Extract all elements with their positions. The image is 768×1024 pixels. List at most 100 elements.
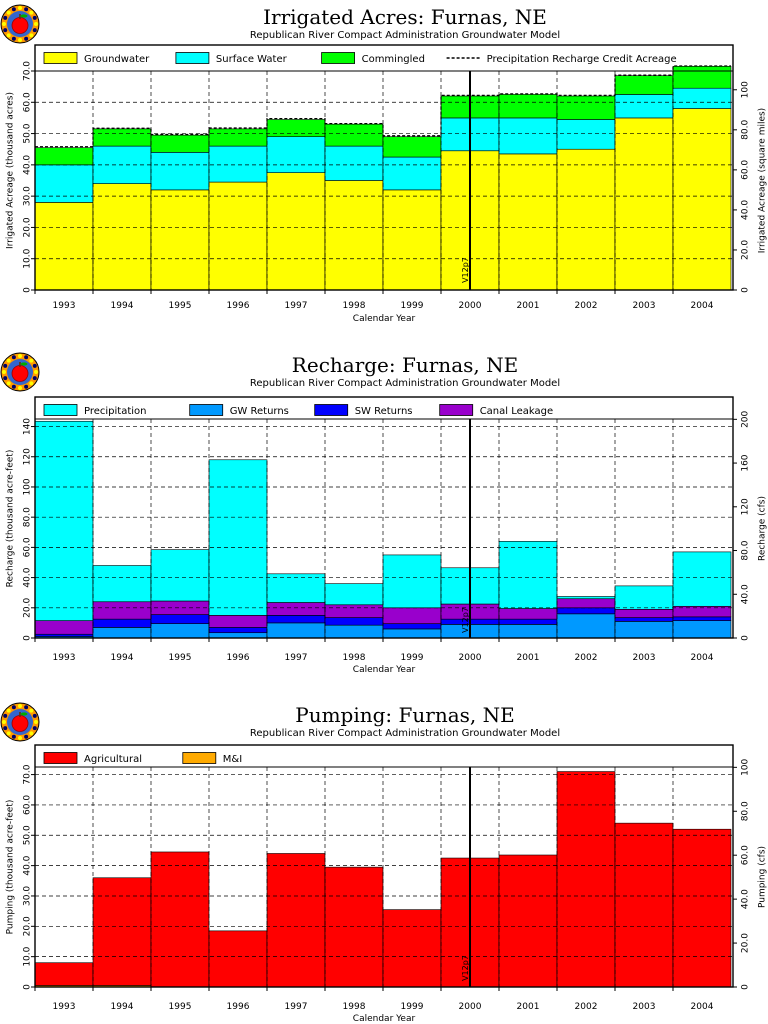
x-tick-label: 2002 <box>575 301 598 311</box>
bar-precipitation-1998 <box>324 583 384 606</box>
y-tick-label: 140 <box>23 418 33 435</box>
legend-swatch-gw-returns <box>189 404 224 416</box>
logo-bead <box>29 731 34 736</box>
y2-tick-label: 40.0 <box>741 584 751 604</box>
chart-subtitle: Republican River Compact Administration … <box>250 728 560 739</box>
bar-sw-returns-1999 <box>382 623 442 630</box>
logo-bead <box>18 38 22 42</box>
bar-sw-returns-1993 <box>34 633 94 637</box>
bar-commingled-1997 <box>266 119 326 138</box>
logo-bead <box>18 6 22 10</box>
x-tick-label: 1997 <box>285 653 308 663</box>
x-axis: 1993 1994 1995 1996 1997 1998 1999 2000 2001 2002… <box>34 290 714 324</box>
y-tick-label: 0 <box>23 984 33 990</box>
x-tick-label: 1996 <box>227 301 250 311</box>
legend-label: SW Returns <box>355 406 413 417</box>
bar-groundwater-2001 <box>498 153 558 291</box>
chart-title: Irrigated Acres: Furnas, NE <box>263 5 547 29</box>
y-tick-label: 10.0 <box>23 248 33 268</box>
bar-gw-returns-2001 <box>498 624 558 639</box>
x-tick-label: 1996 <box>227 1002 250 1012</box>
logo-bead <box>3 363 8 368</box>
y-tick-label: 0 <box>23 635 33 641</box>
x-tick-label: 2002 <box>575 1002 598 1012</box>
x-tick-label: 2004 <box>691 1002 714 1012</box>
logo-apple <box>11 365 29 382</box>
y2-tick-label: 0 <box>741 984 751 990</box>
legend-swatch-sw-returns <box>314 404 349 416</box>
logo-stem <box>19 712 21 717</box>
bar-gw-returns-2003 <box>614 621 674 639</box>
logo-bead <box>24 384 29 389</box>
bar-sw-returns-1995 <box>150 614 210 624</box>
y2-tick-label: 60.0 <box>741 160 751 180</box>
logo-bead <box>6 708 11 713</box>
x-axis-label: Calendar Year <box>353 314 416 324</box>
bar-precipitation-1993 <box>34 420 94 621</box>
logo-bead <box>6 10 11 15</box>
y2-tick-label: 80.0 <box>741 540 751 560</box>
bar-commingled-1998 <box>324 123 384 147</box>
x-tick-label: 2001 <box>517 1002 540 1012</box>
legend: Precipitation GW Returns SW Returns Canal L… <box>43 404 553 417</box>
x-axis: 1993 1994 1995 1996 1997 1998 1999 2000 2001 2002… <box>34 638 714 675</box>
y2-tick-label: 40.0 <box>741 889 751 909</box>
y-tick-label: 30.0 <box>23 186 33 206</box>
legend: Agricultural M&I <box>43 752 242 765</box>
bar-groundwater-1995 <box>150 189 210 291</box>
y2-tick-label: 80.0 <box>741 801 751 821</box>
y2-axis-label: Recharge (cfs) <box>758 496 768 561</box>
bar-precipitation-2003 <box>614 585 674 610</box>
bar-sw-returns-2003 <box>614 617 674 622</box>
bar-groundwater-1994 <box>92 183 152 291</box>
legend: Groundwater Surface Water Commingled Precip… <box>43 52 677 65</box>
bar-agricultural-1998 <box>324 866 384 988</box>
y2-tick-label: 120 <box>741 498 751 515</box>
x-tick-label: 1996 <box>227 653 250 663</box>
chart-title: Recharge: Furnas, NE <box>292 353 518 377</box>
y-axis-right: 0 20.0 40.0 60.0 80.0 100 Pumping (cfs) <box>733 758 768 990</box>
y2-tick-label: 0 <box>741 287 751 293</box>
chart-subtitle: Republican River Compact Administration … <box>250 30 560 41</box>
x-tick-label: 1994 <box>111 653 134 663</box>
bar-precipitation-1999 <box>382 554 442 609</box>
logo-bead <box>2 370 6 374</box>
bar-groundwater-1998 <box>324 180 384 291</box>
y-tick-label: 40.0 <box>23 567 33 587</box>
y-tick-label: 20.0 <box>23 217 33 237</box>
x-tick-label: 2000 <box>459 653 482 663</box>
x-tick-label: 2002 <box>575 653 598 663</box>
y-tick-label: 70.0 <box>23 61 33 81</box>
x-tick-label: 2000 <box>459 1002 482 1012</box>
legend-swatch-m-i <box>182 752 217 764</box>
bar-surface-water-1993 <box>34 164 94 203</box>
bar-canal-leakage-1999 <box>382 607 442 624</box>
y-tick-label: 10.0 <box>23 946 33 966</box>
bar-groundwater-1997 <box>266 172 326 291</box>
x-tick-label: 1999 <box>401 301 424 311</box>
bar-surface-water-1995 <box>150 152 210 191</box>
logo-bead <box>29 358 34 363</box>
bar-sw-returns-1994 <box>92 618 152 628</box>
logo-bead <box>32 15 37 20</box>
logo-bead <box>3 726 8 731</box>
logo-bead <box>29 708 34 713</box>
bar-agricultural-2004 <box>672 828 732 988</box>
x-axis: 1993 1994 1995 1996 1997 1998 1999 2000 2001 2002… <box>34 987 714 1024</box>
logo-bead <box>11 355 16 360</box>
logo-bead <box>24 705 29 710</box>
x-tick-label: 1998 <box>343 301 366 311</box>
logo-bead <box>3 15 8 20</box>
x-tick-label: 2003 <box>633 653 656 663</box>
logo-bead <box>11 7 16 12</box>
bar-agricultural-2002 <box>556 771 616 988</box>
y2-axis-label: Pumping (cfs) <box>758 846 768 908</box>
x-tick-label: 1997 <box>285 1002 308 1012</box>
y2-tick-label: 40.0 <box>741 200 751 220</box>
legend-label: Canal Leakage <box>480 406 553 417</box>
grid <box>35 70 733 290</box>
legend-swatch-groundwater <box>43 52 78 64</box>
logo-bead <box>3 376 8 381</box>
legend-swatch-precipitation <box>43 404 78 416</box>
